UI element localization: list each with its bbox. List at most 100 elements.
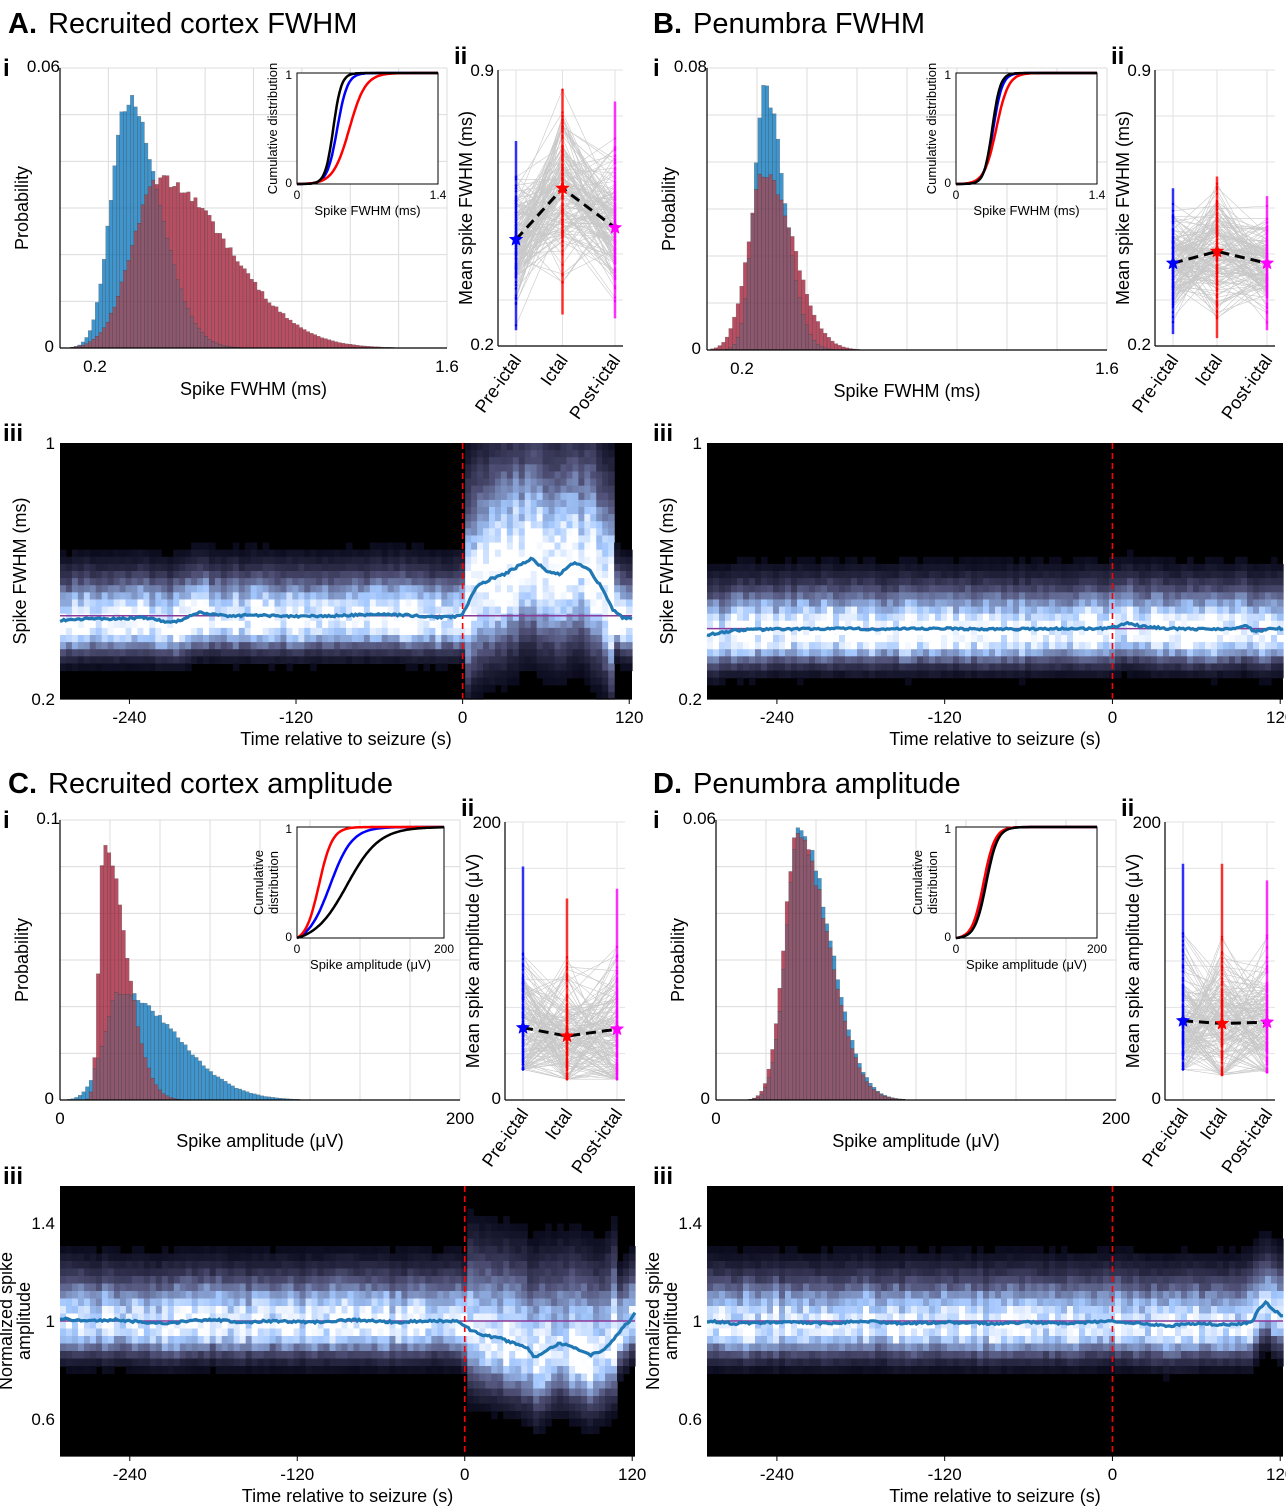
heatmap-cell bbox=[773, 635, 780, 643]
heatmap-cell bbox=[851, 556, 858, 565]
histogram-bar-overlap bbox=[112, 306, 117, 349]
histogram-bar bbox=[779, 173, 784, 201]
heatmap-cell bbox=[803, 563, 810, 572]
heatmap-cell bbox=[905, 585, 912, 593]
heatmap-cell bbox=[845, 571, 852, 579]
heatmap-cell bbox=[191, 578, 198, 586]
heatmap-cell bbox=[857, 635, 864, 643]
heatmap-cell bbox=[191, 556, 198, 565]
heatmap-cell bbox=[542, 528, 550, 537]
heatmap-cell bbox=[560, 670, 568, 679]
heatmap-cell bbox=[1067, 670, 1074, 679]
heatmap-cell bbox=[989, 663, 996, 672]
heatmap-cell bbox=[489, 613, 496, 622]
heatmap-cell bbox=[500, 592, 508, 601]
heatmap-cell bbox=[1043, 578, 1050, 586]
histogram-bar-overlap bbox=[743, 298, 748, 351]
heatmap-cell bbox=[560, 613, 568, 622]
heatmap-cell bbox=[77, 627, 85, 636]
heatmap-cell bbox=[845, 556, 852, 565]
heatmap-cell bbox=[584, 492, 591, 501]
heatmap-cell bbox=[125, 642, 133, 650]
heatmap-cell bbox=[608, 684, 615, 693]
heatmap-cell bbox=[387, 542, 395, 551]
heatmap-cell bbox=[821, 649, 828, 657]
heatmap-cell bbox=[477, 677, 484, 686]
heatmap-cell bbox=[596, 507, 603, 515]
heatmap-cell bbox=[863, 556, 870, 565]
heatmap-cell bbox=[417, 620, 425, 629]
heatmap-cell bbox=[477, 528, 484, 537]
heatmap-cell bbox=[489, 443, 496, 451]
heatmap-cell bbox=[244, 549, 252, 558]
y-tick-label: 0.08 bbox=[674, 57, 707, 76]
heatmap-cell bbox=[560, 620, 568, 629]
heatmap-cell bbox=[923, 599, 930, 608]
heatmap-cell bbox=[405, 585, 413, 593]
heatmap-cell bbox=[596, 450, 603, 458]
heatmap-cell bbox=[977, 656, 984, 665]
heatmap-cell bbox=[477, 492, 484, 501]
heatmap-cell bbox=[149, 656, 156, 665]
heatmap-cell bbox=[1181, 642, 1188, 650]
heatmap-cell bbox=[536, 535, 544, 544]
heatmap-cell bbox=[1073, 592, 1080, 601]
heatmap-cell bbox=[518, 507, 526, 515]
heatmap-cell bbox=[566, 663, 574, 672]
heatmap-cell bbox=[351, 606, 359, 615]
heatmap-cell bbox=[286, 599, 293, 608]
heatmap-cell bbox=[191, 542, 198, 551]
heatmap-cell bbox=[328, 620, 335, 629]
heatmap-cell bbox=[737, 556, 744, 565]
heatmap-cell bbox=[274, 656, 282, 665]
heatmap-cell bbox=[95, 563, 103, 572]
heatmap-cell bbox=[536, 457, 544, 465]
heatmap-cell bbox=[965, 556, 972, 565]
heatmap-cell bbox=[137, 556, 145, 565]
heatmap-cell bbox=[614, 556, 621, 565]
heatmap-cell bbox=[471, 471, 478, 480]
heatmap-cell bbox=[536, 613, 544, 622]
heatmap-cell bbox=[524, 464, 532, 473]
heatmap-cell bbox=[477, 450, 484, 458]
heatmap-cell bbox=[167, 563, 174, 572]
heatmap-cell bbox=[1091, 578, 1098, 586]
heatmap-cell bbox=[554, 677, 562, 686]
heatmap-cell bbox=[566, 642, 574, 650]
x-tick-label: 1.6 bbox=[1095, 359, 1119, 378]
heatmap-cell bbox=[197, 578, 204, 586]
heatmap-cell bbox=[483, 563, 490, 572]
heatmap-cell bbox=[203, 606, 210, 615]
heatmap-cell bbox=[1085, 663, 1092, 672]
heatmap-cell bbox=[155, 627, 162, 636]
heatmap-cell bbox=[340, 585, 347, 593]
heatmap-cell bbox=[250, 592, 258, 601]
heatmap-cell bbox=[238, 620, 246, 629]
heatmap-cell bbox=[566, 656, 574, 665]
heatmap-cell bbox=[755, 663, 762, 672]
heatmap-cell bbox=[512, 542, 520, 551]
heatmap-cell bbox=[351, 627, 359, 636]
heatmap-cell bbox=[197, 556, 204, 565]
heatmap-cell bbox=[328, 627, 335, 636]
heatmap-cell bbox=[1055, 642, 1062, 650]
heatmap-cell bbox=[845, 613, 852, 622]
heatmap-cell bbox=[316, 606, 323, 615]
histogram-bar-overlap bbox=[750, 214, 755, 351]
heatmap-cell bbox=[608, 499, 615, 508]
heatmap-cell bbox=[851, 571, 858, 579]
heatmap-cell bbox=[1079, 670, 1086, 679]
heatmap-cell bbox=[1169, 599, 1176, 608]
heatmap-cell bbox=[725, 635, 732, 643]
heatmap-cell bbox=[298, 571, 305, 579]
heatmap-cell bbox=[292, 592, 299, 601]
heatmap-cell bbox=[560, 635, 568, 643]
heatmap-cell bbox=[465, 542, 472, 551]
histogram-bar bbox=[197, 207, 201, 329]
heatmap-cell bbox=[524, 592, 532, 601]
heatmap-cell bbox=[244, 613, 252, 622]
heatmap-cell bbox=[60, 571, 67, 579]
heatmap-cell bbox=[304, 656, 311, 665]
heatmap-cell bbox=[1175, 563, 1182, 572]
